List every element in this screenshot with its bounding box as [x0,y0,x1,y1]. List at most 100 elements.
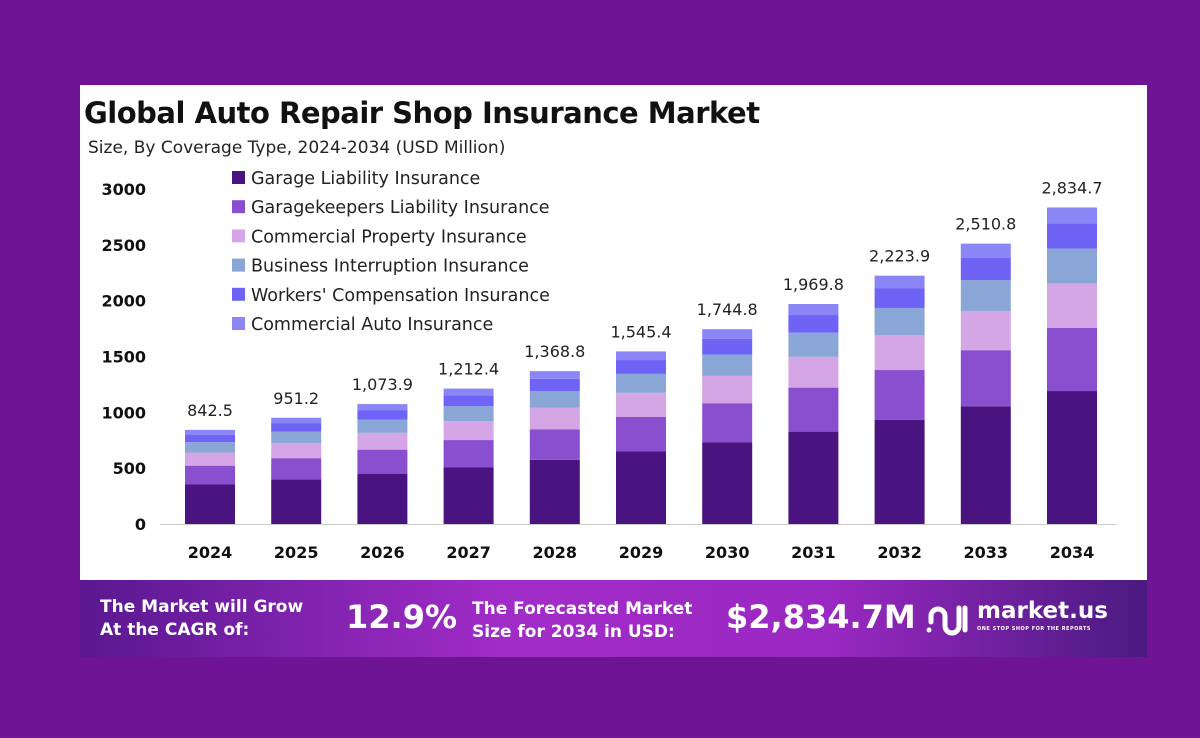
bar-segment [874,275,925,289]
x-tick-label: 2031 [791,543,836,562]
bar-segment [1047,248,1097,284]
bar-segment [1047,283,1097,328]
x-tick-label: 2032 [877,543,922,562]
bar-segment [960,257,1011,281]
logo-icon [926,605,968,636]
bar-segment [529,391,580,408]
bar-segment [788,387,839,432]
bar-segment [185,434,235,443]
bar-segment [702,329,753,339]
x-tick-label: 2028 [533,543,578,562]
bar-segment [616,360,666,374]
bar-segment [788,431,839,524]
x-tick-label: 2025 [274,543,319,562]
bar-segment [874,419,925,524]
data-label: 2,510.8 [955,215,1016,234]
legend-label: Garage Liability Insurance [251,169,480,189]
bar-segment [185,452,235,466]
bar-segment [357,410,408,420]
x-tick-label: 2034 [1050,543,1095,562]
bar-segment [185,484,235,524]
bar-segment [357,419,408,433]
x-tick-label: 2033 [964,543,1009,562]
legend-swatch [232,229,245,243]
bar-segment [443,467,494,524]
data-label: 842.5 [187,401,233,420]
chart: 0 500 1000 1500 2000 2500 3000 842.5 2024 951.2 20… [101,169,1117,562]
legend-swatch [232,171,245,184]
bar-segment [788,315,839,333]
x-tick-label: 2026 [360,543,405,562]
bar-segment [788,356,839,388]
bar-segment [529,407,580,430]
bar-segment [185,442,235,453]
data-label: 951.2 [273,389,319,408]
bar-segment [529,459,580,524]
bar-segment [271,417,322,424]
bar-segment [702,375,753,404]
bar-segment [443,421,494,441]
bar-segment [185,429,235,435]
bar-segment [357,432,408,450]
bar-segment [788,304,839,316]
bar-segment [443,395,494,407]
forecast-label: The Forecasted Market Size for 2034 in US… [472,599,693,642]
forecast-value: $2,834.7M [726,598,916,636]
bar-segment [1047,391,1097,524]
bar-segment [960,243,1011,258]
legend-swatch [232,258,245,272]
x-tick-label: 2027 [446,543,491,562]
bar-segment [529,371,580,379]
bar-segment [443,406,494,422]
y-tick-label: 2000 [101,292,146,311]
bar-segment [616,392,666,418]
bar-segment [357,449,408,474]
data-label: 1,545.4 [610,322,671,341]
bar-segment [271,431,322,444]
bar-segment [1047,327,1097,392]
y-tick-label: 1500 [101,348,146,367]
x-tick-label: 2030 [705,543,750,562]
legend-swatch [232,200,245,214]
bar-segment [271,479,322,524]
y-tick-label: 0 [135,515,146,534]
bar-segment [271,458,322,480]
legend-label: Garagekeepers Liability Insurance [251,198,550,218]
cagr-value: 12.9% [346,598,458,636]
bar-segment [960,406,1011,524]
data-label: 1,969.8 [783,275,844,294]
legend-label: Commercial Auto Insurance [251,315,493,335]
y-tick-label: 500 [113,459,146,478]
bar-segment [185,465,235,485]
bar-segment [960,310,1011,351]
bar-segment [443,388,494,396]
bar-segment [271,443,322,459]
bar-segment [874,370,925,420]
data-label: 1,744.8 [697,300,758,319]
bar-segment [616,417,666,452]
data-label: 1,212.4 [438,360,499,379]
x-tick-label: 2024 [188,543,233,562]
bar-segment [1047,207,1097,224]
bar-segment [702,354,753,376]
data-label: 1,368.8 [524,342,585,361]
legend-label: Commercial Property Insurance [251,227,527,247]
data-label: 2,834.7 [1041,178,1102,197]
chart-title: Global Auto Repair Shop Insurance Market [84,96,760,130]
bar-segment [357,404,408,411]
y-tick-label: 3000 [101,180,146,199]
legend-swatch [232,317,245,330]
legend-label: Business Interruption Insurance [251,257,529,277]
bar-segment [529,378,580,392]
bar-segment [443,440,494,468]
bar-segment [357,473,408,524]
footer-banner: The Market will Grow At the CAGR of: 12.9… [80,580,1147,657]
y-tick-label: 2500 [101,236,146,255]
bar-segment [616,351,666,361]
bar-segment [788,332,839,357]
cagr-label: The Market will Grow At the CAGR of: [100,597,304,640]
bar-segment [616,451,666,524]
chart-subtitle: Size, By Coverage Type, 2024-2034 (USD M… [88,138,506,158]
bar-segment [960,280,1011,311]
bar-segment [702,442,753,524]
